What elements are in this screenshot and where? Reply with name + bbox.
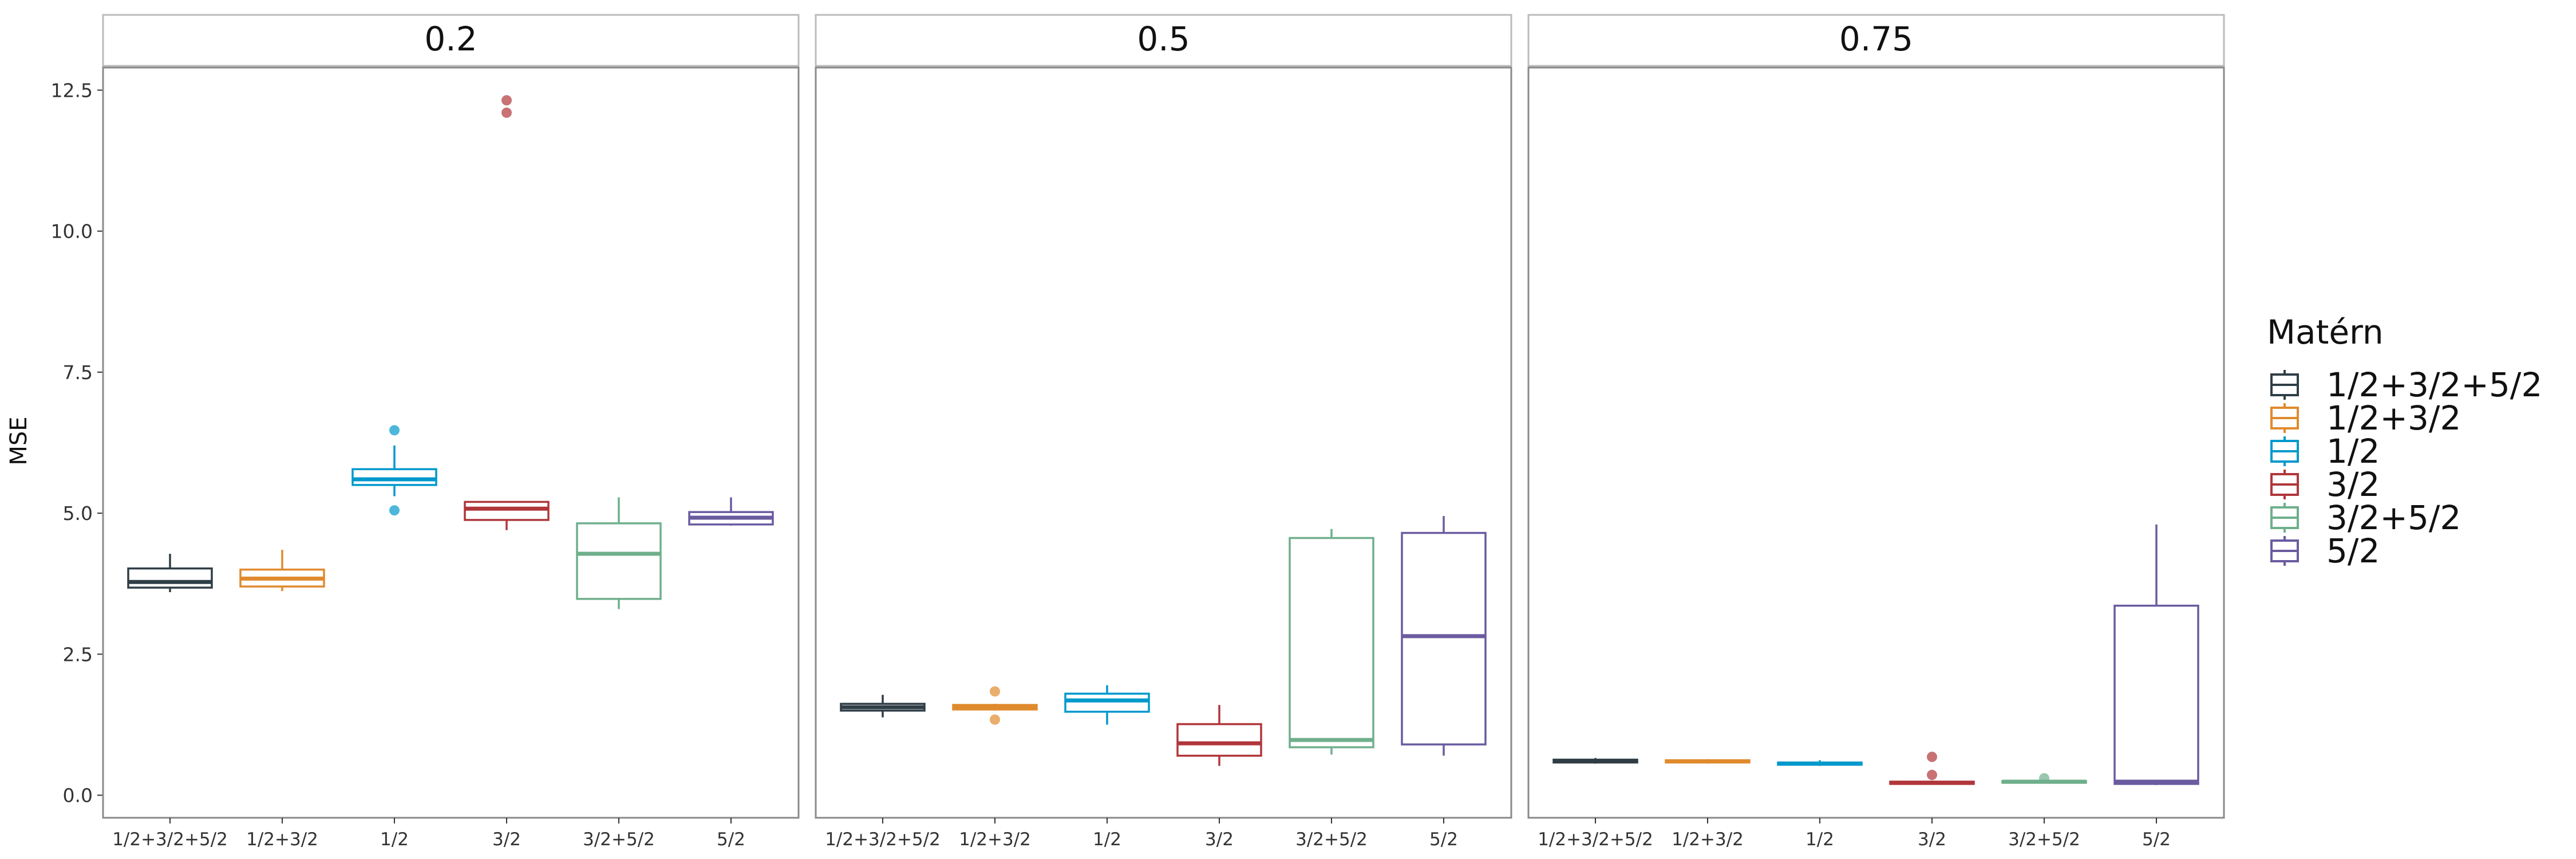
box-iqr [464,501,550,521]
x-tick-label: 1/2 [1805,829,1834,850]
facet-strip-title: 0.75 [1839,19,1913,58]
box-5-2 [2113,524,2199,785]
plot-panel-frame [102,66,800,819]
facet-panel-0-2: 0.2 1/2+3/2+5/2 1/2+3/2 1/2 3/2 3/2+5/2 5/2 [102,14,800,850]
legend-item-label: 3/2 [2326,465,2380,504]
x-tick-label: 5/2 [1429,829,1458,850]
x-tick-label: 3/2+5/2 [583,829,655,850]
plot-panel-frame [815,66,1512,819]
box-iqr [1289,537,1374,748]
legend-item-label: 1/2+3/2+5/2 [2326,365,2542,404]
box-3-2-5-2 [1289,529,1374,755]
x-tick-label: 3/2 [1918,829,1946,850]
y-tick-label: 10.0 [51,220,93,243]
box-iqr [576,522,662,600]
facet-strip-title: 0.5 [1137,19,1190,58]
legend-item-3-2: 3/2 [2270,465,2380,504]
outlier-point [990,686,1000,697]
box-iqr [1176,723,1262,757]
box-5-2 [1401,516,1487,756]
x-tick-label: 3/2 [1205,829,1234,850]
box-iqr [351,468,437,486]
facet-strip [1527,14,2225,67]
legend-title: Matérn [2267,313,2384,352]
box-3-2-5-2 [2001,773,2087,784]
outlier-point [2039,773,2049,784]
box-1-2-3-2-5-2 [1552,758,1638,764]
legend-item-label: 3/2+5/2 [2326,498,2461,537]
x-tick-label: 1/2 [1093,829,1121,850]
x-tick-label: 1/2+3/2 [959,829,1031,850]
x-tick-label: 1/2+3/2+5/2 [825,829,941,850]
box-iqr [127,567,213,589]
box-5-2 [688,497,774,526]
outlier-point [1927,751,1937,762]
x-tick-label: 5/2 [2142,829,2171,850]
box-3-2 [1889,751,1975,785]
facet-strip [815,14,1512,67]
facet-strip [102,14,800,67]
x-tick-label: 1/2+3/2+5/2 [112,829,228,850]
box-iqr [2113,604,2199,785]
legend-item-1-2: 1/2 [2270,432,2380,471]
panels-layer: 0.0 2.5 5.0 7.5 10.0 12.5 0.2 1/2+3/2+5/2 1/2+3/… [51,14,2225,850]
outlier-point [501,95,512,106]
x-tick-label: 3/2+5/2 [2008,829,2080,850]
box-1-2-3-2-5-2 [127,554,213,593]
x-tick-label: 1/2+3/2 [246,829,318,850]
box-1-2 [1777,760,1863,766]
facet-panel-0-5: 0.5 1/2+3/2+5/2 1/2+3/2 1/2 3/2 3/2+5/2 5/2 [815,14,1512,850]
x-tick-label: 3/2 [492,829,521,850]
outlier-point [990,714,1000,725]
box-iqr [1401,531,1487,746]
box-3-2 [464,95,550,530]
x-tick-label: 1/2+3/2+5/2 [1538,829,1653,850]
outlier-point [1927,770,1937,781]
box-3-2 [1176,705,1262,766]
box-1-2-3-2 [1665,759,1751,764]
y-tick-label: 12.5 [51,79,93,101]
x-tick-label: 1/2+3/2 [1672,829,1744,850]
y-axis-label: MSE [6,416,32,465]
box-1-2-3-2 [952,686,1038,725]
legend-item-label: 1/2 [2326,432,2380,471]
box-3-2-5-2 [576,497,662,609]
box-1-2-3-2 [239,550,325,592]
y-tick-label: 5.0 [63,502,93,525]
legend: Matérn 1/2+3/2+5/21/2+3/21/23/23/2+5/25/… [2267,313,2542,570]
box-1-2-3-2-5-2 [840,695,926,718]
legend-item-3-2-5-2: 3/2+5/2 [2270,498,2461,537]
outlier-point [389,425,400,436]
box-1-2 [351,425,437,516]
plot-panel-frame [1527,66,2225,819]
x-tick-label: 3/2+5/2 [1295,829,1368,850]
y-tick-label: 2.5 [63,643,93,665]
x-tick-label: 1/2 [380,829,409,850]
legend-item-label: 5/2 [2326,531,2380,570]
legend-item-1-2-3-2-5-2: 1/2+3/2+5/2 [2270,365,2542,404]
facet-panel-0-75: 0.75 1/2+3/2+5/2 1/2+3/2 1/2 3/2 3/2+5/2 5/2 [1527,14,2225,850]
legend-item-label: 1/2+3/2 [2326,399,2461,438]
box-iqr [1064,692,1150,713]
legend-item-5-2: 5/2 [2270,531,2380,570]
y-tick-label: 7.5 [63,361,93,384]
box-1-2 [1064,685,1150,725]
outlier-point [389,505,400,516]
y-tick-label: 0.0 [63,785,93,807]
x-tick-label: 5/2 [717,829,745,850]
outlier-point [501,107,512,118]
facet-strip-title: 0.2 [424,19,477,58]
legend-item-1-2-3-2: 1/2+3/2 [2270,399,2461,438]
